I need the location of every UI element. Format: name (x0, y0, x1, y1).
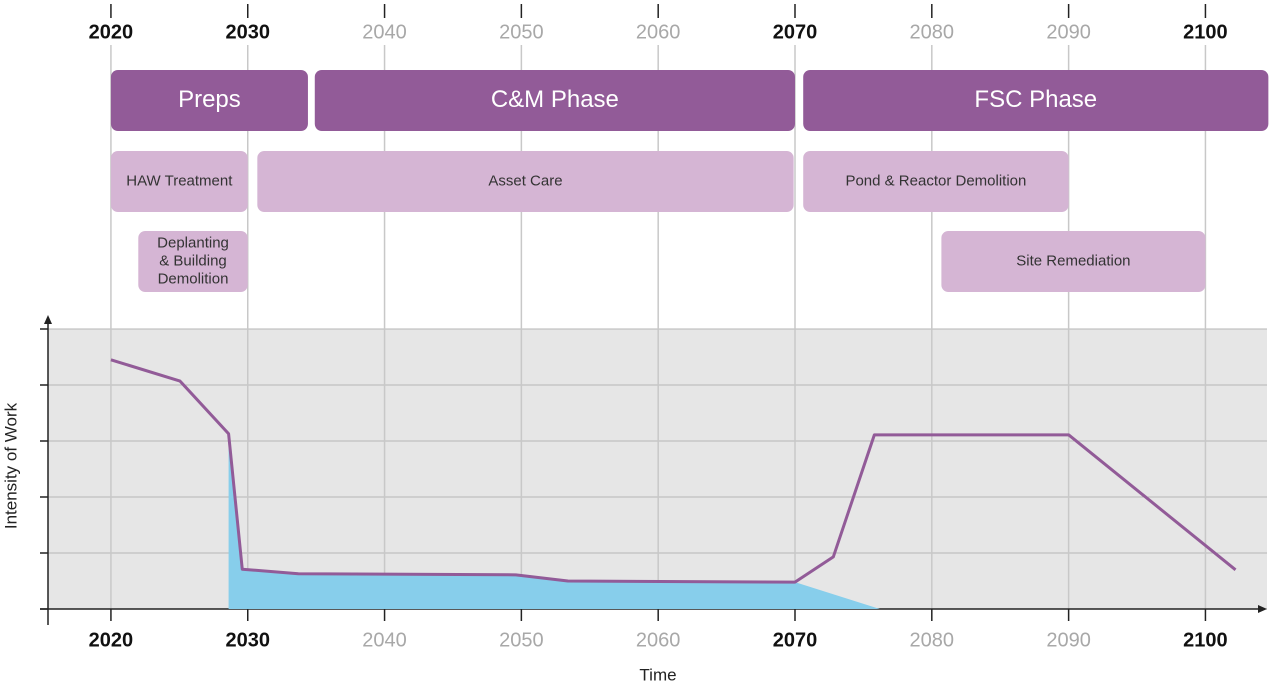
x-axis-arrow (1258, 605, 1267, 613)
phase-label: Pond & Reactor Demolition (845, 172, 1026, 189)
x-tick-label: 2080 (910, 629, 955, 651)
x-tick-label-top: 2100 (1183, 21, 1228, 43)
x-tick-label-top: 2080 (910, 21, 955, 43)
line (110, 358, 1237, 584)
phase-box (803, 70, 1269, 131)
x-tick-label-top: 2060 (636, 21, 681, 43)
phase-label: C&M Phase (491, 86, 619, 113)
x-tick-label-top: 2090 (1046, 21, 1091, 43)
phase-label: Site Remediation (1016, 252, 1130, 269)
phase-label: Deplanting (157, 234, 229, 251)
phase-box (941, 231, 1206, 292)
phase-box (257, 151, 794, 212)
phase-box (110, 70, 308, 131)
x-axis-label: Time (639, 665, 676, 684)
x-tick-label-top: 2070 (773, 21, 818, 43)
phase-label: & Building (159, 252, 227, 269)
x-tick-label: 2100 (1183, 629, 1228, 651)
x-tick-label-top: 2050 (499, 21, 544, 43)
x-tick-label: 2090 (1046, 629, 1091, 651)
y-axis-arrow (44, 315, 52, 324)
x-tick-label-top: 2030 (225, 21, 270, 43)
phase-label: Asset Care (488, 172, 562, 189)
phase-label: FSC Phase (974, 86, 1097, 113)
x-tick-label-top: 2020 (89, 21, 134, 43)
x-tick-label: 2070 (773, 629, 818, 651)
x-tick-label: 2040 (362, 629, 407, 651)
x-tick-label-top: 2040 (362, 21, 407, 43)
phase-box (138, 231, 248, 292)
phase-box (314, 70, 795, 131)
x-tick-label: 2050 (499, 629, 544, 651)
phase-box (803, 151, 1069, 212)
phase-label: Demolition (158, 270, 229, 287)
x-tick-label: 2020 (89, 629, 134, 651)
y-axis-label: Intensity of Work (1, 402, 20, 529)
phase-label: HAW Treatment (126, 172, 233, 189)
phase-box (110, 151, 248, 212)
x-tick-label: 2060 (636, 629, 681, 651)
x-tick-label: 2030 (225, 629, 270, 651)
phase-label: Preps (178, 86, 241, 113)
area (228, 433, 880, 609)
